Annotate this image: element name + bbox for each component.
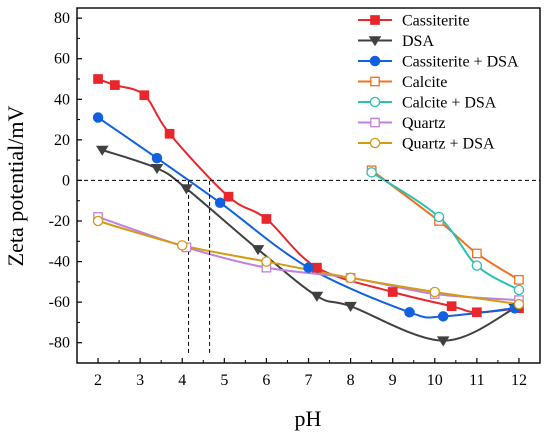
y-axis-label: Zeta potential/mV — [3, 106, 28, 267]
series-line-quartz — [97, 215, 520, 302]
y-tick-label: 0 — [62, 172, 70, 189]
data-point-quartz-plus-dsa — [176, 240, 188, 251]
series-line-cassiterite — [97, 78, 520, 314]
x-tick-label: 3 — [136, 372, 144, 389]
data-point-quartz-plus-dsa — [345, 272, 356, 284]
data-point-quartz-plus-dsa — [92, 215, 104, 227]
legend-marker-cassiterite-plus-dsa — [369, 55, 381, 67]
x-tick-label: 7 — [305, 372, 313, 389]
data-point-cassiterite — [446, 301, 457, 312]
data-point-cassiterite-plus-dsa — [92, 112, 104, 123]
data-point-calcite-plus-dsa — [513, 284, 525, 296]
legend-marker-dsa — [368, 36, 382, 47]
data-point-quartz-plus-dsa — [513, 298, 525, 310]
legend-marker-quartz-plus-dsa — [369, 137, 381, 149]
data-point-dsa — [344, 301, 357, 313]
y-tick-label: -80 — [49, 335, 70, 352]
legend-label-calcite-plus-dsa: Calcite + DSA — [402, 95, 497, 112]
data-point-cassiterite — [261, 214, 272, 224]
data-point-cassiterite-plus-dsa — [151, 152, 163, 164]
data-point-quartz-plus-dsa — [261, 256, 272, 267]
data-point-cassiterite — [387, 287, 398, 297]
data-point-dsa — [436, 336, 450, 347]
x-tick-label: 11 — [469, 372, 484, 389]
data-point-cassiterite-plus-dsa — [437, 311, 449, 322]
series-line-dsa — [101, 149, 516, 342]
y-tick-label: -20 — [49, 213, 70, 230]
x-tick-label: 10 — [427, 372, 443, 389]
data-point-calcite-plus-dsa — [433, 211, 445, 223]
y-tick-label: -60 — [49, 294, 70, 311]
y-tick-label: -40 — [49, 254, 70, 271]
data-point-cassiterite — [110, 80, 120, 90]
data-point-cassiterite-plus-dsa — [404, 307, 415, 318]
data-point-quartz-plus-dsa — [429, 286, 441, 298]
x-tick-label: 8 — [347, 372, 355, 389]
y-tick-label: 80 — [54, 10, 70, 27]
legend-label-calcite: Calcite — [402, 74, 447, 91]
data-point-dsa — [251, 245, 265, 256]
x-axis-label: pH — [295, 406, 322, 431]
legend-marker-calcite-plus-dsa — [369, 96, 381, 108]
data-point-calcite-plus-dsa — [366, 167, 377, 178]
data-point-dsa — [310, 291, 324, 302]
y-tick-label: 60 — [54, 51, 70, 68]
data-point-cassiterite — [312, 262, 322, 273]
legend-label-quartz: Quartz — [402, 115, 446, 132]
data-point-calcite — [472, 248, 482, 259]
data-point-cassiterite — [472, 307, 482, 318]
legend-marker-cassiterite — [370, 15, 380, 25]
data-point-calcite — [514, 274, 524, 285]
x-tick-label: 9 — [389, 372, 397, 389]
data-point-cassiterite — [223, 191, 234, 202]
data-point-dsa — [180, 184, 193, 195]
data-point-cassiterite-plus-dsa — [303, 262, 314, 273]
x-tick-label: 4 — [178, 372, 186, 389]
legend: Cassiterite DSA Cassiterite + DSA Calcite Ca… — [358, 13, 519, 153]
legend-marker-calcite — [370, 76, 380, 87]
legend-marker-quartz — [370, 117, 380, 128]
legend-label-quartz-plus-dsa: Quartz + DSA — [402, 136, 495, 153]
reference-lines-group — [77, 179, 540, 353]
y-tick-label: 20 — [54, 132, 70, 149]
x-tick-label: 12 — [511, 372, 527, 389]
data-point-dsa — [95, 145, 109, 156]
data-point-calcite-plus-dsa — [471, 260, 483, 271]
data-point-cassiterite — [139, 90, 150, 101]
data-point-cassiterite-plus-dsa — [214, 197, 226, 208]
y-tick-label: 40 — [54, 91, 70, 108]
axes-group: 2 3 4 5 6 7 8 9 10 11 12 -80 -60 -40 -20 0 20 40 60 80 — [49, 10, 527, 389]
legend-label-cassiterite-plus-dsa: Cassiterite + DSA — [402, 54, 519, 71]
x-tick-label: 2 — [94, 372, 102, 389]
x-tick-label: 5 — [220, 372, 228, 389]
legend-label-cassiterite: Cassiterite — [402, 13, 470, 30]
series-line-calcite-plus-dsa — [371, 171, 520, 291]
series-markers-group — [92, 74, 525, 347]
data-point-cassiterite — [93, 74, 103, 84]
x-tick-label: 6 — [262, 372, 270, 389]
data-point-dsa — [150, 163, 164, 175]
legend-label-dsa: DSA — [402, 33, 434, 50]
data-point-cassiterite — [164, 128, 175, 139]
